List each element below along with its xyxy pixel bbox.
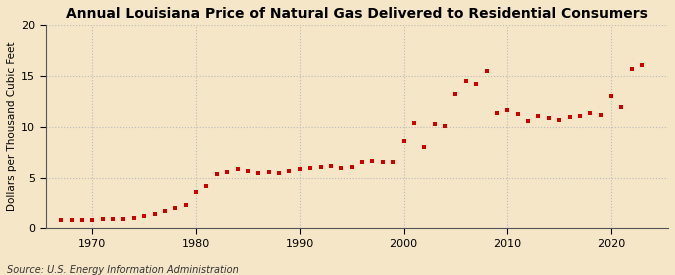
Point — [325, 164, 336, 169]
Point — [605, 94, 616, 98]
Point — [97, 217, 108, 222]
Point — [585, 111, 595, 116]
Point — [626, 67, 637, 71]
Point — [470, 82, 481, 86]
Point — [76, 218, 87, 222]
Text: Source: U.S. Energy Information Administration: Source: U.S. Energy Information Administ… — [7, 265, 238, 275]
Point — [512, 112, 523, 116]
Point — [180, 203, 191, 207]
Point — [294, 167, 305, 171]
Point — [481, 68, 492, 73]
Point — [128, 216, 139, 220]
Point — [419, 145, 430, 149]
Point — [170, 206, 181, 210]
Point — [253, 171, 264, 175]
Point — [491, 111, 502, 116]
Point — [305, 166, 316, 170]
Point — [336, 166, 347, 170]
Point — [460, 79, 471, 83]
Point — [211, 172, 222, 176]
Point — [398, 139, 409, 144]
Point — [616, 105, 627, 109]
Point — [346, 165, 357, 170]
Point — [408, 120, 419, 125]
Point — [87, 218, 98, 222]
Point — [429, 121, 440, 126]
Point — [439, 123, 450, 128]
Point — [554, 118, 564, 122]
Point — [201, 183, 212, 188]
Point — [242, 169, 253, 174]
Point — [232, 167, 243, 172]
Point — [637, 62, 647, 67]
Point — [356, 160, 367, 164]
Y-axis label: Dollars per Thousand Cubic Feet: Dollars per Thousand Cubic Feet — [7, 42, 17, 211]
Point — [139, 214, 150, 218]
Point — [450, 91, 461, 96]
Point — [522, 119, 533, 123]
Point — [263, 170, 274, 175]
Point — [56, 218, 67, 222]
Point — [108, 217, 119, 222]
Point — [502, 108, 513, 112]
Point — [564, 115, 575, 120]
Point — [595, 113, 606, 118]
Point — [533, 114, 544, 118]
Point — [159, 209, 170, 213]
Point — [387, 160, 398, 164]
Point — [315, 165, 326, 170]
Point — [222, 170, 233, 174]
Point — [367, 158, 378, 163]
Point — [190, 190, 201, 194]
Point — [118, 217, 129, 221]
Title: Annual Louisiana Price of Natural Gas Delivered to Residential Consumers: Annual Louisiana Price of Natural Gas De… — [66, 7, 648, 21]
Point — [377, 160, 388, 164]
Point — [273, 171, 284, 175]
Point — [543, 116, 554, 121]
Point — [66, 218, 77, 222]
Point — [284, 169, 295, 174]
Point — [574, 114, 585, 118]
Point — [149, 211, 160, 216]
